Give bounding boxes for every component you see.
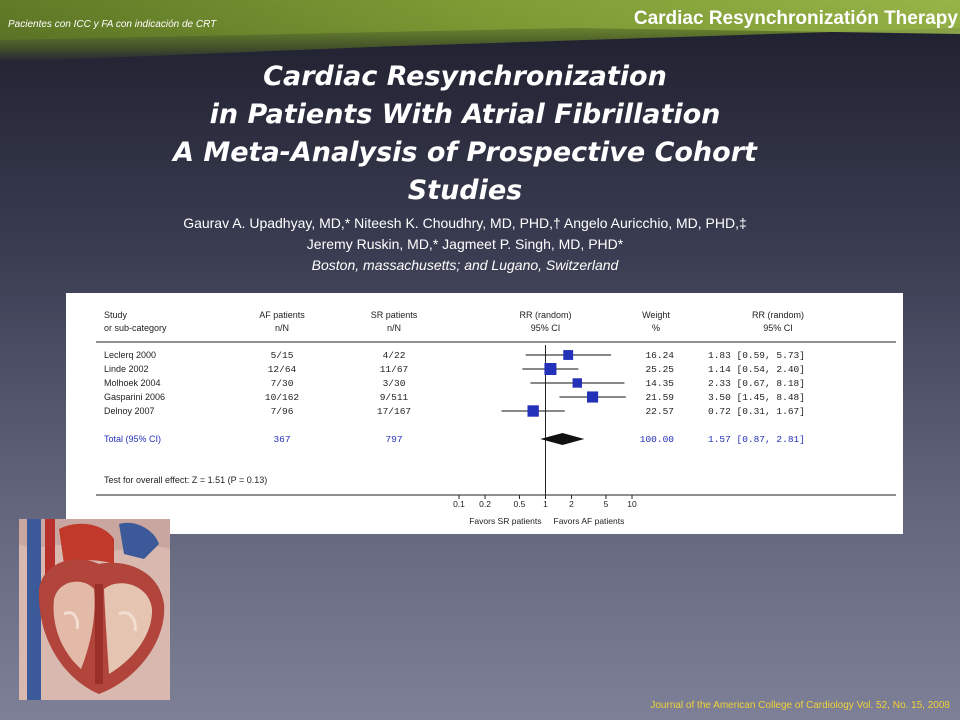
study-sr: 4/22	[383, 350, 406, 361]
header-sr-sub: n/N	[387, 323, 401, 333]
header-rr-text: RR (random)	[752, 310, 804, 320]
journal-citation: Journal of the American College of Cardi…	[650, 700, 950, 711]
favors-right-label: Favors AF patients	[554, 516, 625, 526]
favors-left-label: Favors SR patients	[469, 516, 541, 526]
study-af: 12/64	[268, 364, 297, 375]
study-af: 5/15	[271, 350, 294, 361]
header-rr-sub: 95% CI	[531, 323, 561, 333]
authors-location: Boston, massachusetts; and Lugano, Switz…	[311, 257, 619, 273]
header-sr: SR patients	[371, 310, 418, 320]
axis-tick-label: 1	[543, 499, 548, 509]
study-weight: 22.57	[645, 406, 674, 417]
heart-anatomy-icon	[19, 519, 170, 700]
title-line: A Meta-Analysis of Prospective Cohort	[173, 137, 757, 168]
point-estimate-marker	[563, 350, 574, 360]
axis-tick-label: 10	[627, 499, 637, 509]
title-line: Studies	[407, 175, 523, 206]
slide-title: Cardiac Resynchronization in Patients Wi…	[130, 58, 800, 210]
header-rr: RR (random)	[519, 310, 571, 320]
study-af: 7/96	[271, 406, 294, 417]
study-ci-text: 1.14 [0.54, 2.40]	[708, 364, 805, 375]
study-sr: 17/167	[377, 406, 411, 417]
header-study: Study	[104, 310, 128, 320]
study-name: Gasparini 2006	[104, 392, 165, 402]
study-af: 10/162	[265, 392, 300, 403]
header-af-sub: n/N	[275, 323, 289, 333]
authors-line: Jeremy Ruskin, MD,* Jagmeet P. Singh, MD…	[306, 236, 624, 252]
point-estimate-marker	[544, 363, 557, 375]
header-title: Cardiac Resynchronizatión Therapy	[633, 8, 958, 29]
header-study-sub: or sub-category	[104, 323, 167, 333]
point-estimate-marker	[527, 405, 539, 417]
point-estimate-marker	[586, 391, 599, 403]
study-weight: 21.59	[645, 392, 674, 403]
overall-effect-test: Test for overall effect: Z = 1.51 (P = 0…	[104, 475, 267, 485]
study-sr: 3/30	[383, 378, 406, 389]
study-sr: 11/67	[380, 364, 409, 375]
study-name: Molhoek 2004	[104, 378, 161, 388]
study-weight: 14.35	[645, 378, 674, 389]
total-ci-text: 1.57 [0.87, 2.81]	[708, 434, 805, 445]
header-weight-sub: %	[652, 323, 660, 333]
study-name: Leclerq 2000	[104, 350, 156, 360]
study-weight: 16.24	[645, 350, 674, 361]
total-weight: 100.00	[640, 434, 675, 445]
header-note: Pacientes con ICC y FA con indicación de…	[8, 19, 217, 30]
header-af: AF patients	[259, 310, 305, 320]
header-rr-text-sub: 95% CI	[763, 323, 793, 333]
axis-tick-label: 5	[604, 499, 609, 509]
pooled-diamond	[540, 433, 585, 445]
study-ci-text: 1.83 [0.59, 5.73]	[708, 350, 805, 361]
total-af: 367	[273, 434, 290, 445]
study-ci-text: 3.50 [1.45, 8.48]	[708, 392, 805, 403]
study-name: Delnoy 2007	[104, 406, 155, 416]
title-line: in Patients With Atrial Fibrillation	[209, 99, 721, 130]
authors-block: Gaurav A. Upadhyay, MD,* Niteesh K. Chou…	[130, 213, 800, 276]
forest-plot: Study or sub-category AF patients n/N SR pat…	[66, 293, 903, 534]
study-ci-text: 2.33 [0.67, 8.18]	[708, 378, 805, 389]
title-line: Cardiac Resynchronization	[263, 61, 667, 92]
study-sr: 9/511	[380, 392, 409, 403]
total-sr: 797	[385, 434, 402, 445]
authors-line: Gaurav A. Upadhyay, MD,* Niteesh K. Chou…	[183, 215, 747, 231]
axis-tick-label: 0.2	[479, 499, 491, 509]
header-weight: Weight	[642, 310, 670, 320]
axis-tick-label: 0.1	[453, 499, 465, 509]
axis-tick-label: 0.5	[514, 499, 526, 509]
point-estimate-marker	[572, 378, 582, 388]
study-name: Linde 2002	[104, 364, 149, 374]
study-ci-text: 0.72 [0.31, 1.67]	[708, 406, 805, 417]
study-af: 7/30	[271, 378, 294, 389]
total-label: Total (95% CI)	[104, 434, 161, 444]
forest-plot-svg: Study or sub-category AF patients n/N SR pat…	[96, 310, 896, 526]
study-weight: 25.25	[645, 364, 674, 375]
axis-tick-label: 2	[569, 499, 574, 509]
